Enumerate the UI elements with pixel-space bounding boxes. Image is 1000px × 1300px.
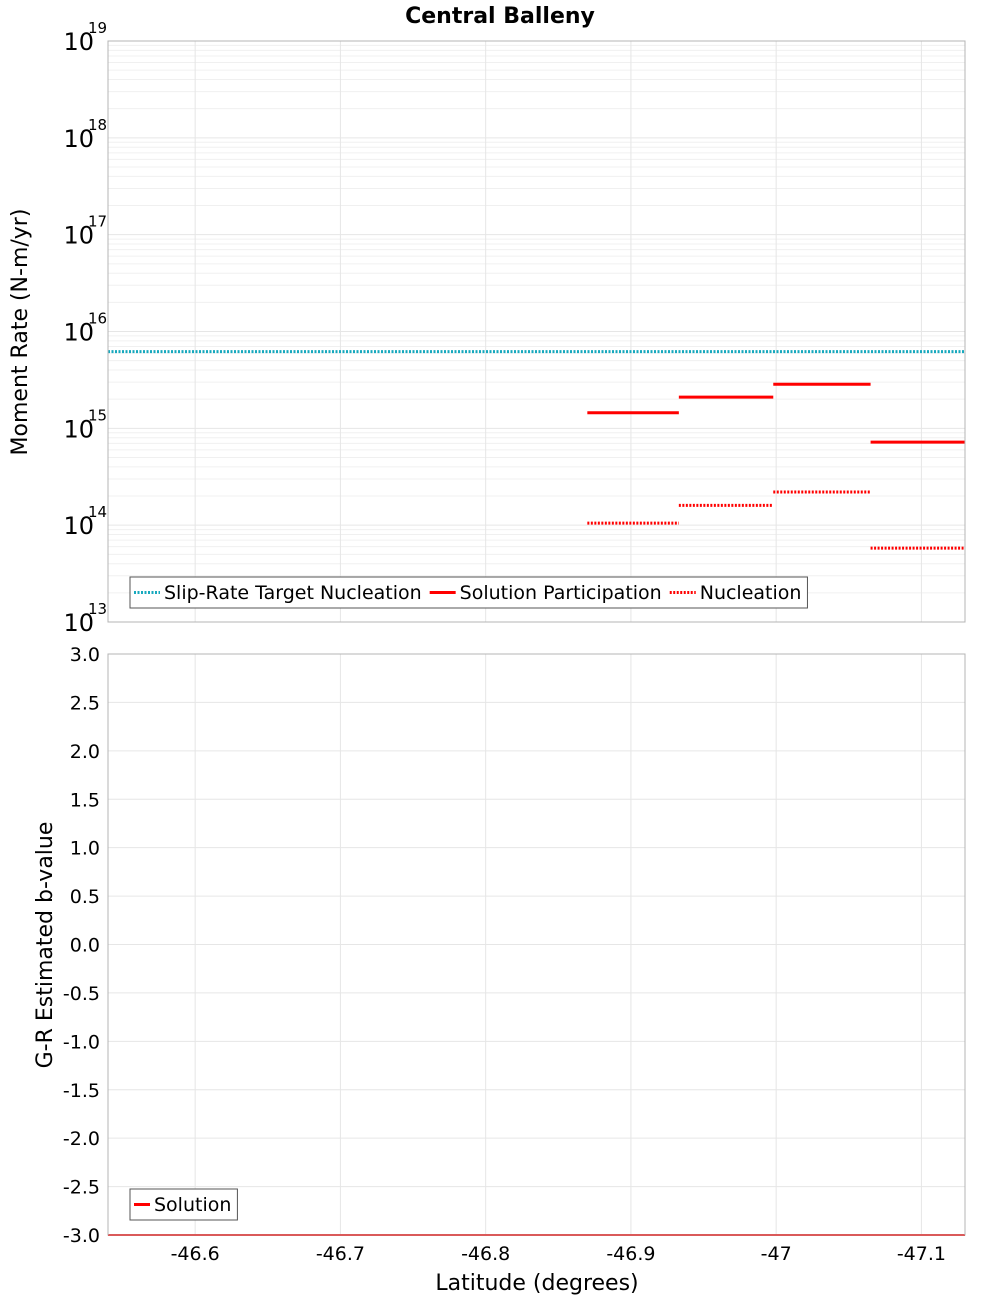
y-tick-base: 10	[63, 609, 94, 637]
y-tick-base: 10	[63, 415, 94, 443]
legend-label: Slip-Rate Target Nucleation	[164, 582, 422, 604]
bottom-y-axis-label: G-R Estimated b-value	[33, 822, 58, 1069]
legend-item: Solution	[134, 1194, 231, 1216]
x-ticks: -46.6 -46.7 -46.8 -46.9 -47 -47.1	[171, 1243, 946, 1265]
y-tick-exponent: 19	[88, 19, 107, 37]
y-tick-label: -2.5	[63, 1177, 100, 1199]
bottom-grid	[108, 653, 965, 1236]
y-tick-label: -1.0	[63, 1031, 100, 1053]
y-tick-label: 0.0	[70, 935, 100, 957]
y-tick-label: 1.5	[70, 789, 100, 811]
legend-item: Solution Participation	[429, 582, 662, 604]
y-tick-exponent: 18	[88, 116, 107, 134]
y-tick-label: -2.0	[63, 1128, 100, 1150]
top-legend: Slip-Rate Target Nucleation Solution Part…	[129, 576, 808, 609]
x-tick-label: -47.1	[897, 1243, 946, 1265]
series-solution-participation	[587, 382, 965, 444]
chart-title: Central Balleny	[405, 4, 595, 29]
legend-item: Slip-Rate Target Nucleation	[134, 582, 422, 604]
y-tick-base: 10	[63, 222, 94, 250]
y-tick-label: 1.0	[70, 838, 100, 860]
x-tick-label: -46.6	[171, 1243, 220, 1265]
bottom-legend: Solution	[129, 1188, 238, 1221]
y-tick-label: -0.5	[63, 983, 100, 1005]
y-tick-label: -3.0	[63, 1225, 100, 1247]
y-tick-exponent: 15	[88, 406, 107, 424]
top-plot-frame	[107, 40, 966, 623]
x-tick-label: -46.8	[461, 1243, 510, 1265]
y-tick-label: 2.5	[70, 692, 100, 714]
y-tick-base: 10	[63, 125, 94, 153]
top-y-axis-label: Moment Rate (N-m/yr)	[8, 209, 33, 456]
top-grid	[108, 40, 965, 623]
x-tick-label: -47	[761, 1243, 792, 1265]
y-tick-exponent: 14	[88, 503, 107, 521]
y-tick-base: 10	[63, 512, 94, 540]
y-tick-label: 0.5	[70, 886, 100, 908]
y-tick-exponent: 16	[88, 310, 107, 328]
x-tick-label: -46.9	[606, 1243, 655, 1265]
legend-label: Nucleation	[700, 582, 802, 604]
legend-label: Solution	[154, 1194, 231, 1216]
bottom-y-ticks: 3.0 2.5 2.0 1.5 1.0 0.5 0.0 -0.5 -1.0 -1.5 -2.0 -2.…	[63, 644, 100, 1247]
y-tick-exponent: 13	[88, 600, 107, 618]
y-tick-base: 10	[63, 319, 94, 347]
x-axis-label: Latitude (degrees)	[435, 1271, 638, 1296]
y-tick-label: -1.5	[63, 1080, 100, 1102]
y-tick-base: 10	[63, 28, 94, 56]
y-tick-label: 3.0	[70, 644, 100, 666]
x-tick-label: -46.7	[316, 1243, 365, 1265]
top-series	[108, 350, 965, 550]
y-tick-label: 2.0	[70, 741, 100, 763]
legend-label: Solution Participation	[460, 582, 662, 604]
series-nucleation	[587, 490, 965, 550]
b-value-plot: 3.0 2.5 2.0 1.5 1.0 0.5 0.0 -0.5 -1.0 -1.5 -2.0 -2.…	[33, 644, 966, 1296]
bottom-plot-frame	[107, 653, 966, 1236]
legend-item: Nucleation	[669, 582, 802, 604]
y-tick-exponent: 17	[88, 213, 107, 231]
